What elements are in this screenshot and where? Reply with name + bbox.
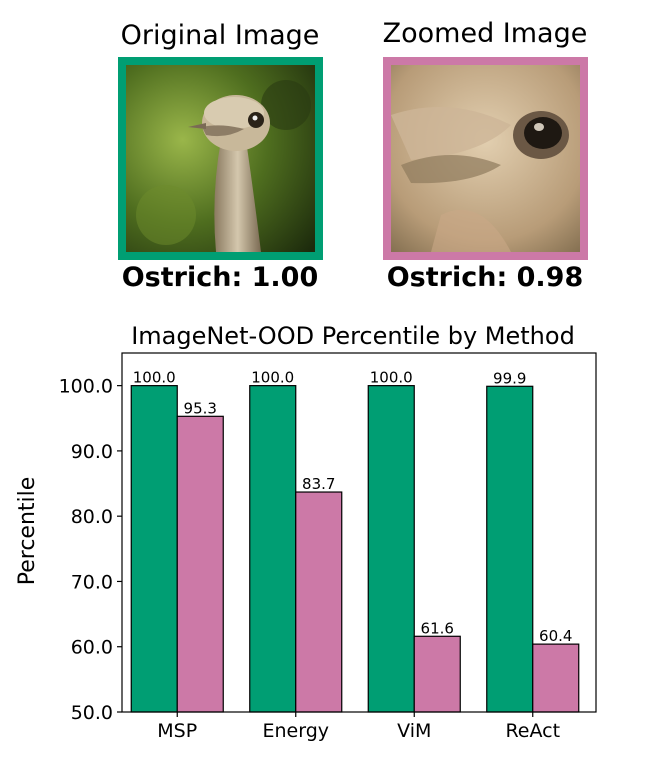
x-tick-label-vim: ViM [397,720,431,742]
zoomed-ostrich-image [383,57,588,260]
value-label-react-series1: 99.9 [493,369,526,387]
value-label-energy-series1: 100.0 [251,369,294,387]
value-label-msp-series1: 100.0 [133,369,176,387]
value-label-react-series2: 60.4 [539,627,572,645]
y-tick-label: 70.0 [71,571,113,593]
original-ostrich-image [118,57,323,260]
plot-frame [121,352,597,713]
y-tick-label: 80.0 [71,506,113,528]
bar-energy-series1 [249,385,297,713]
bar-msp-series2 [176,415,224,713]
zoomed-ostrich-picture [391,65,580,252]
chart-title: ImageNet-OOD Percentile by Method [131,322,575,350]
bar-react-series1 [486,385,534,713]
value-label-vim-series2: 61.6 [421,619,454,637]
x-tick-label-msp: MSP [157,720,197,742]
original-image-title: Original Image [120,20,320,51]
y-axis: 50.0 60.0 70.0 80.0 90.0 100.0 [59,376,122,724]
bar-vim-series1 [367,385,415,713]
y-axis-label: Percentile [15,477,40,586]
zoomed-prediction: Ostrich: 0.98 [386,262,584,293]
value-label-msp-series2: 95.3 [184,399,217,417]
x-tick-label-react: ReAct [505,720,560,742]
bar-react-series2 [532,643,580,713]
bars-group [130,385,580,713]
value-label-energy-series2: 83.7 [302,475,335,493]
value-label-vim-series1: 100.0 [370,369,413,387]
value-labels-group: 100.0 95.3 100.0 83.7 100.0 61.6 99.9 60.4 [133,369,573,645]
x-tick-label-energy: Energy [262,720,329,742]
original-ostrich-picture [126,65,315,252]
original-prediction: Ostrich: 1.00 [121,262,319,293]
y-tick-label: 50.0 [71,702,113,724]
x-axis: MSP Energy ViM ReAct [157,712,560,742]
y-tick-label: 90.0 [71,441,113,463]
bar-vim-series2 [413,635,461,713]
y-tick-label: 60.0 [71,637,113,659]
y-tick-label: 100.0 [59,376,113,398]
zoomed-image-title: Zoomed Image [382,18,588,49]
bar-msp-series1 [130,385,178,713]
bar-energy-series2 [295,491,343,713]
percentile-bar-chart: ImageNet-OOD Percentile by Method Percen… [15,322,597,742]
